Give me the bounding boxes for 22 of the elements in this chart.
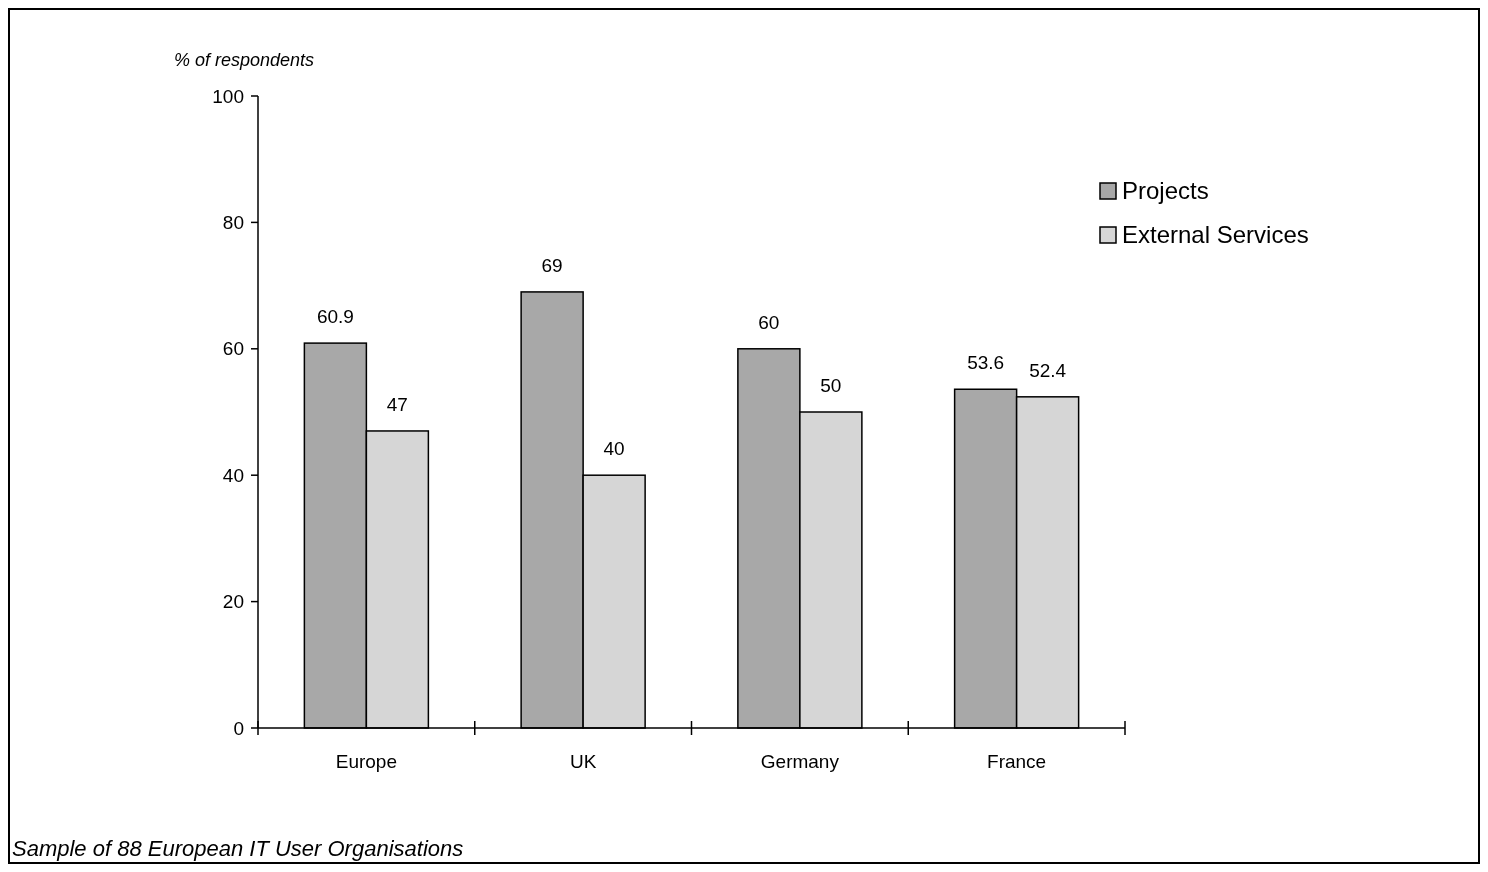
y-tick-label: 100 xyxy=(212,85,244,107)
data-label: 52.4 xyxy=(1029,359,1067,381)
data-label: 60.9 xyxy=(316,306,354,328)
data-label: 50 xyxy=(820,375,842,396)
y-tick-label: 40 xyxy=(222,464,244,486)
data-label: 47 xyxy=(386,393,408,415)
x-tick-label: Germany xyxy=(760,751,840,772)
x-tick-label: Europe xyxy=(335,751,398,772)
y-tick-label: 80 xyxy=(222,212,244,234)
data-label: 53.6 xyxy=(967,352,1005,374)
y-tick-label: 20 xyxy=(222,591,244,613)
y-axis-title: % of respondents xyxy=(174,50,315,70)
text: Sample of 88 European IT User Organisations xyxy=(12,836,464,861)
x-tick-label: France xyxy=(987,751,1047,772)
x-tick-label: UK xyxy=(569,751,597,772)
legend-label: External Services xyxy=(1122,221,1309,249)
data-label: 69 xyxy=(541,254,563,276)
legend-label: Projects xyxy=(1122,177,1209,205)
data-label: 60 xyxy=(758,311,780,333)
y-tick-label: 60 xyxy=(222,338,244,360)
data-label: 40 xyxy=(603,438,625,460)
y-tick-label: 0 xyxy=(233,717,244,739)
